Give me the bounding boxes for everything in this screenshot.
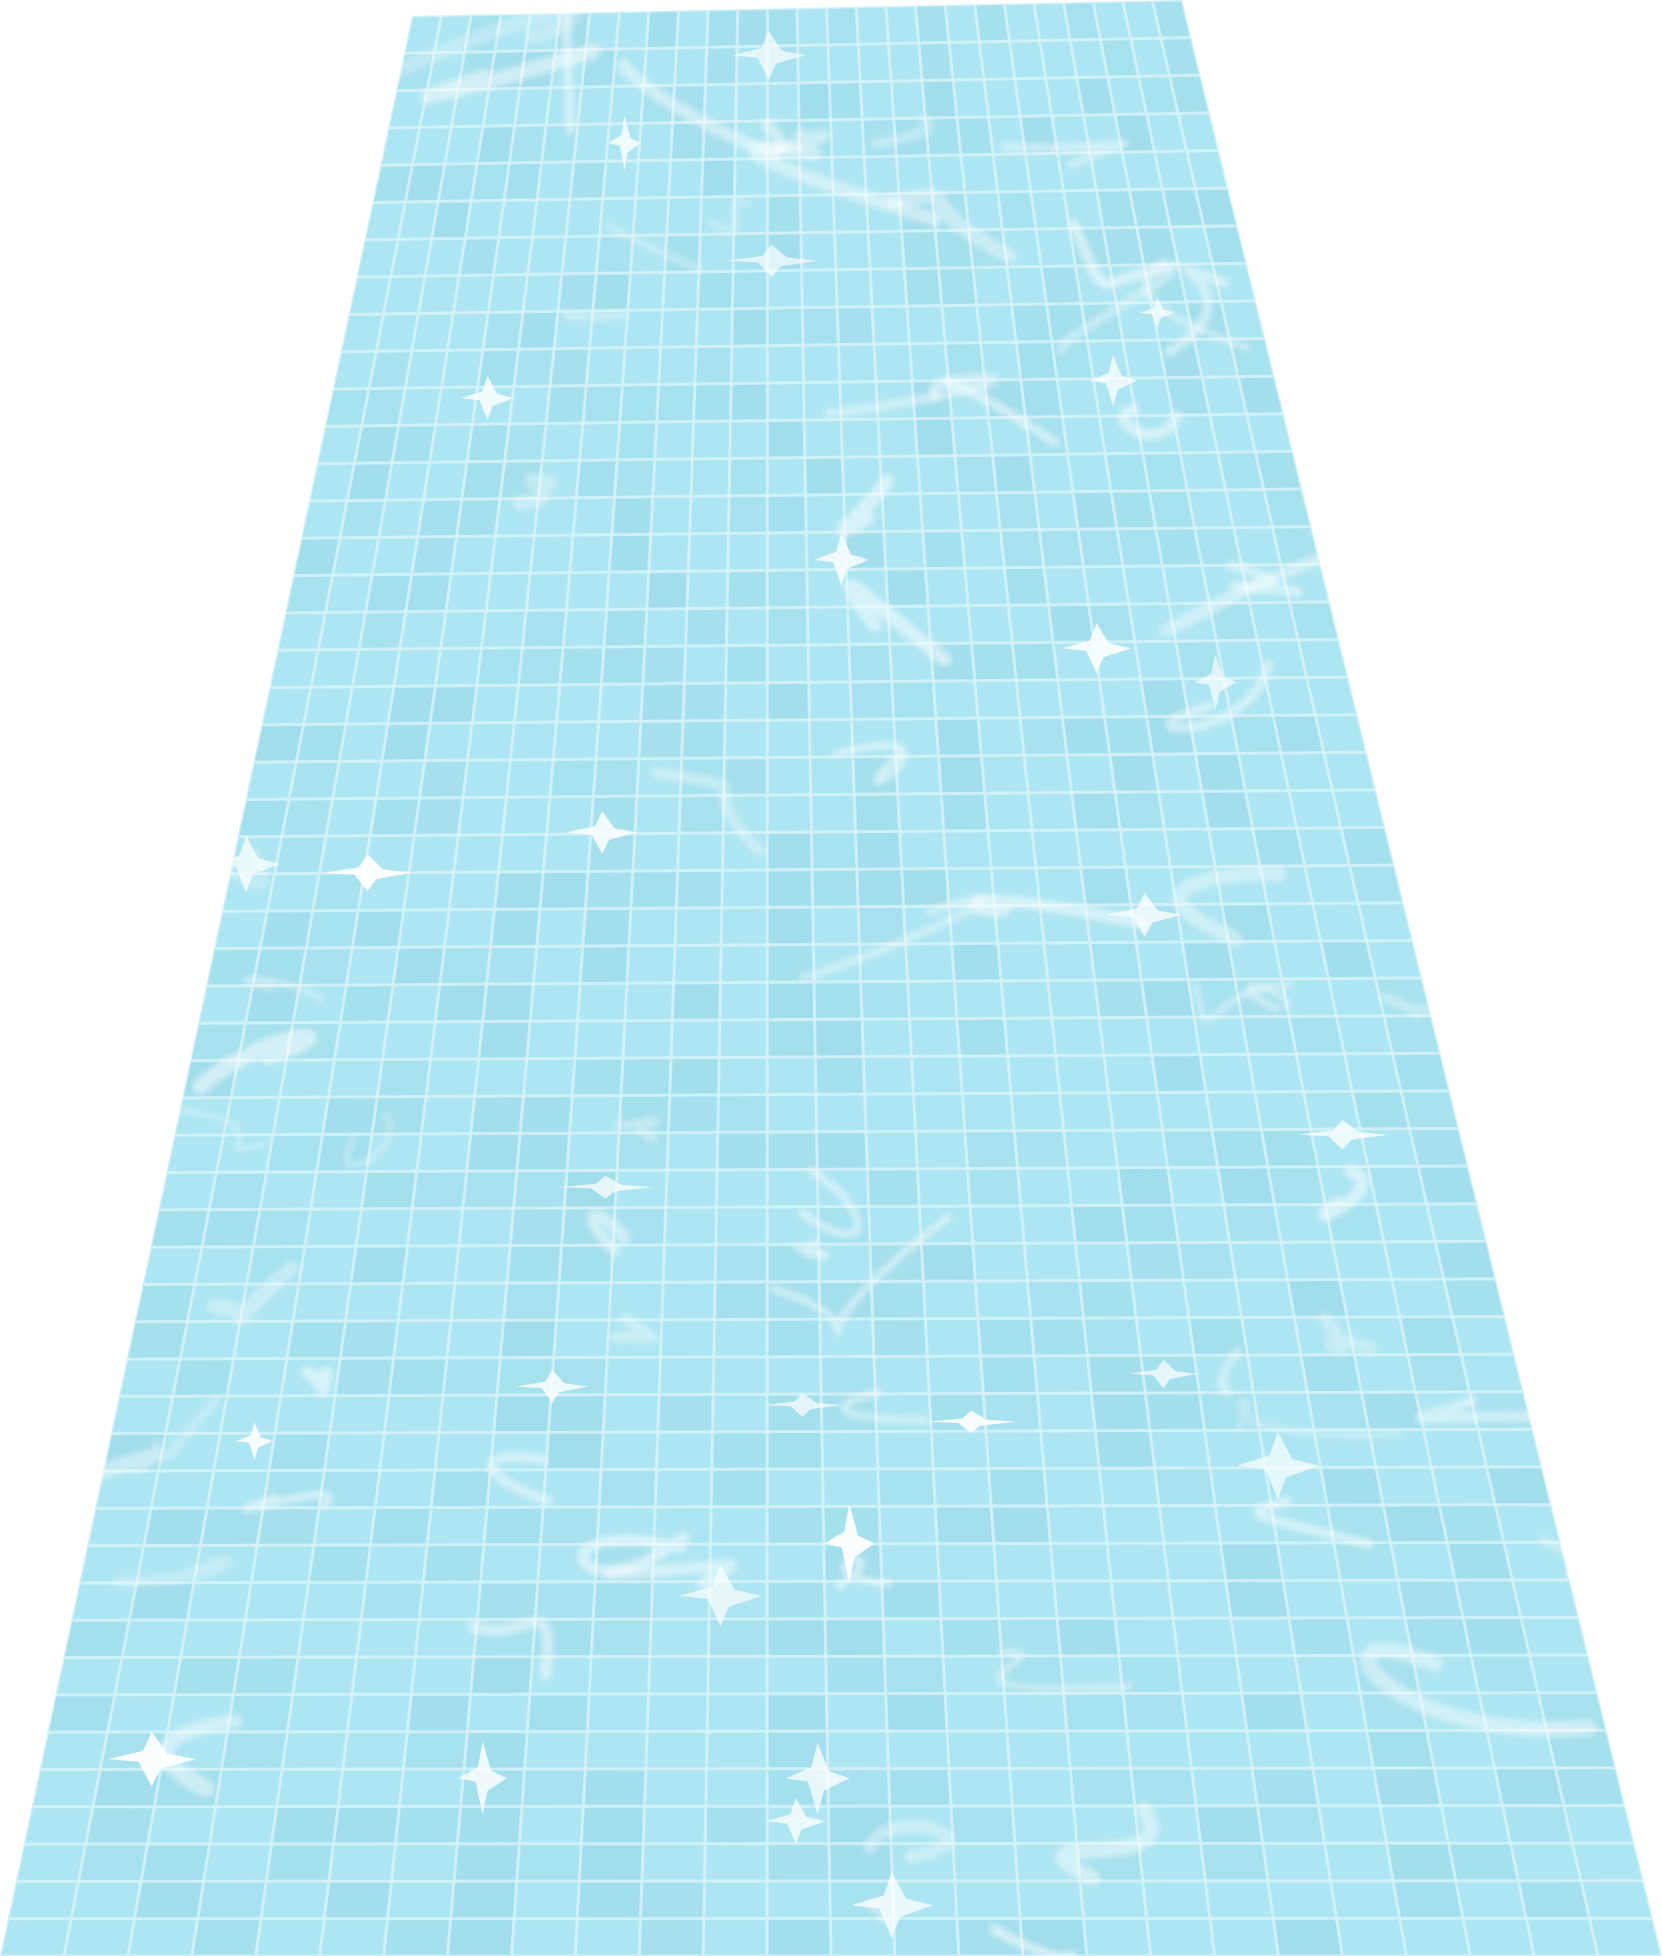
- light-glints: [107, 31, 1388, 1939]
- light-glint: [850, 1872, 933, 1939]
- light-glint: [461, 375, 514, 421]
- light-glint: [323, 854, 411, 892]
- light-glint: [785, 1742, 850, 1815]
- light-glint: [926, 1410, 1016, 1433]
- light-glint: [1236, 1431, 1319, 1500]
- light-glint: [1129, 1359, 1198, 1389]
- light-glint: [766, 1798, 826, 1845]
- light-glint: [107, 1731, 196, 1787]
- light-glint: [679, 1564, 762, 1627]
- light-glint: [608, 115, 641, 171]
- light-glint: [1297, 1119, 1388, 1150]
- light-glint: [458, 1741, 507, 1815]
- light-glint: [1106, 892, 1183, 937]
- light-glint: [1089, 355, 1137, 407]
- light-glint: [212, 835, 280, 893]
- light-glint: [558, 1175, 653, 1199]
- light-glint: [516, 1370, 588, 1403]
- light-glint: [1139, 297, 1175, 328]
- light-glint: [566, 811, 638, 854]
- light-glint: [814, 533, 869, 587]
- light-glint: [726, 244, 817, 278]
- light-glint: [1061, 623, 1132, 674]
- light-glint: [763, 1393, 842, 1417]
- light-glint: [823, 1504, 875, 1584]
- water-caustics: [87, 0, 1653, 1956]
- light-glint: [236, 1422, 273, 1460]
- shaded-tiles: [47, 0, 1626, 1956]
- light-glint: [732, 31, 806, 80]
- light-glint: [1194, 654, 1237, 711]
